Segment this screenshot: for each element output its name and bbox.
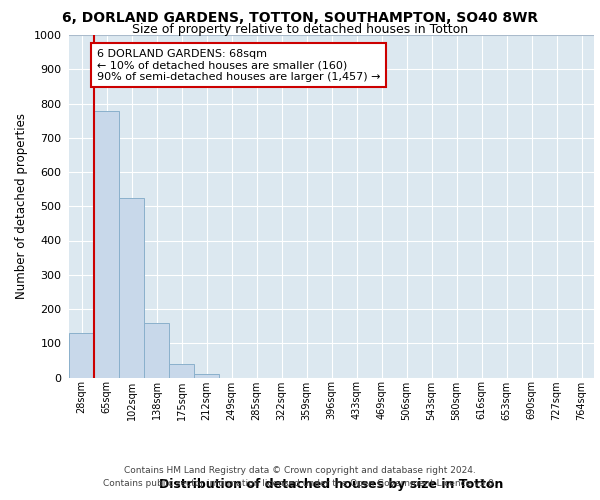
Text: 6 DORLAND GARDENS: 68sqm
← 10% of detached houses are smaller (160)
90% of semi-: 6 DORLAND GARDENS: 68sqm ← 10% of detach… xyxy=(97,48,380,82)
Text: Size of property relative to detached houses in Totton: Size of property relative to detached ho… xyxy=(132,22,468,36)
X-axis label: Distribution of detached houses by size in Totton: Distribution of detached houses by size … xyxy=(160,478,503,491)
Bar xyxy=(194,374,219,378)
Text: Contains HM Land Registry data © Crown copyright and database right 2024.
Contai: Contains HM Land Registry data © Crown c… xyxy=(103,466,497,487)
Text: 6, DORLAND GARDENS, TOTTON, SOUTHAMPTON, SO40 8WR: 6, DORLAND GARDENS, TOTTON, SOUTHAMPTON,… xyxy=(62,11,538,25)
Bar xyxy=(169,364,194,378)
Bar xyxy=(144,322,169,378)
Bar xyxy=(119,198,144,378)
Bar xyxy=(94,111,119,378)
Y-axis label: Number of detached properties: Number of detached properties xyxy=(15,114,28,299)
Bar xyxy=(69,333,94,378)
